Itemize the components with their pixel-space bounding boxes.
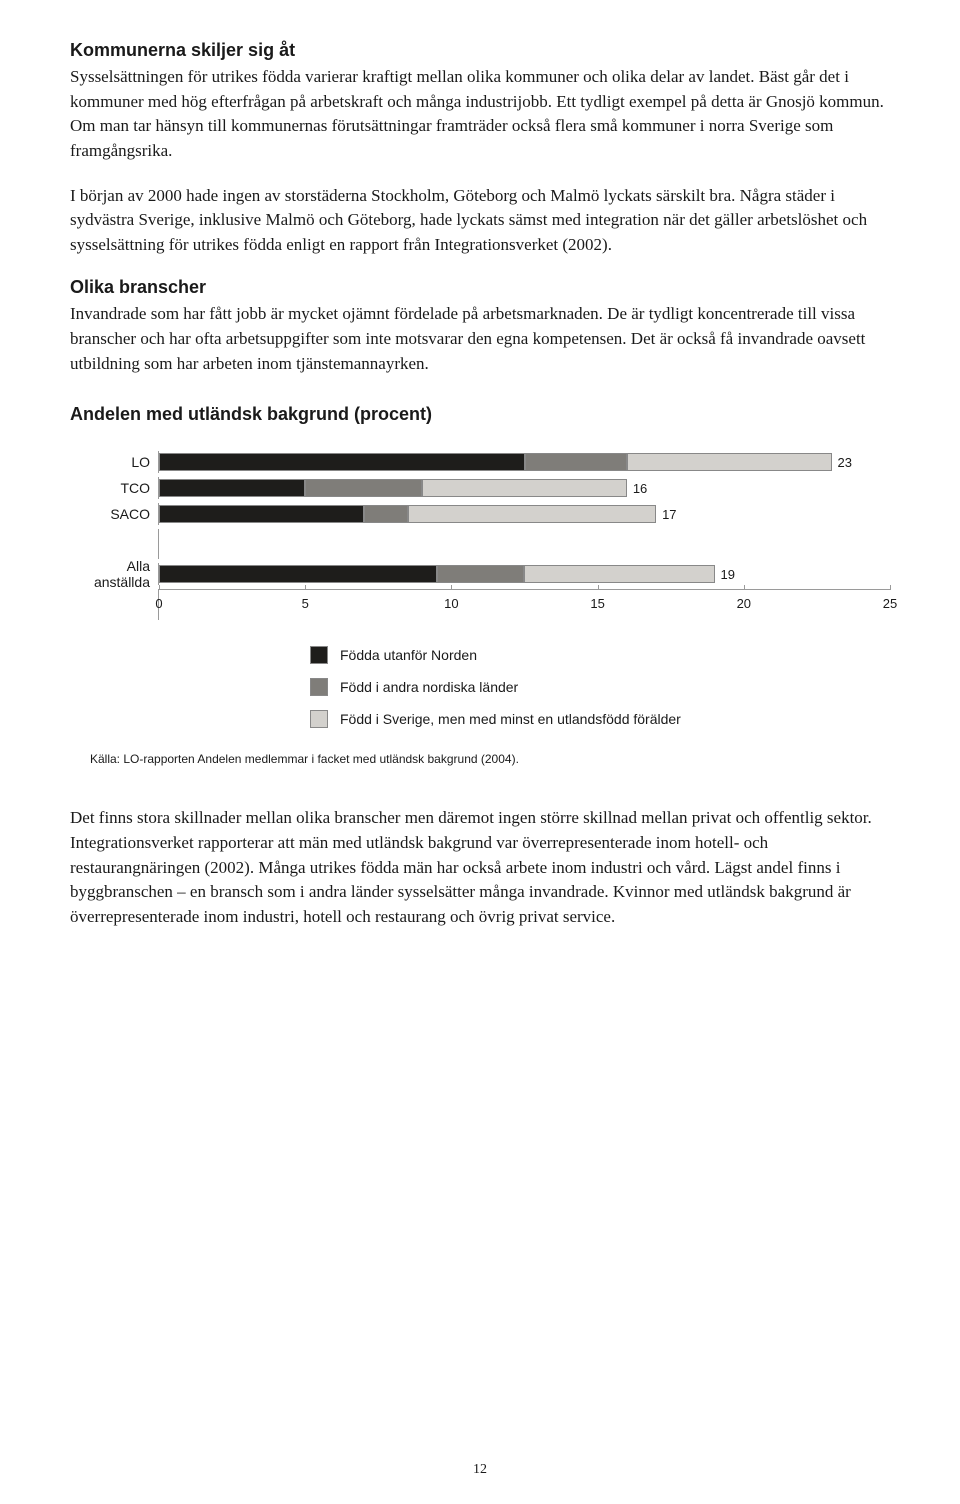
bar-row: SACO 17 [70,503,890,525]
bar-value: 19 [721,567,735,582]
bar-segment [159,453,525,471]
bar-segment [422,479,627,497]
bar-track: 16 [158,477,890,499]
tick-label: 20 [737,596,751,611]
bar-value: 17 [662,507,676,522]
legend-item: Född i andra nordiska länder [310,678,890,696]
bar-row: Alla anställda19 [70,563,890,585]
chart-legend: Födda utanför Norden Född i andra nordisk… [310,646,890,728]
bar-value: 23 [838,455,852,470]
legend-swatch [310,710,328,728]
bar-segment [159,505,364,523]
bar-gap [70,529,890,559]
bar-segment [525,453,627,471]
chart-title: Andelen med utländsk bakgrund (procent) [70,404,890,425]
bar-segment [364,505,408,523]
bar-segment [159,565,437,583]
bar-segment [524,565,714,583]
section2-p1: Invandrade som har fått jobb är mycket o… [70,302,890,376]
bar-row: LO 23 [70,451,890,473]
tick-label: 0 [155,596,162,611]
section2-heading: Olika branscher [70,277,890,298]
bar-segment [408,505,657,523]
bar-label: Alla anställda [70,558,158,590]
bar-track: 23 [158,451,890,473]
legend-swatch [310,646,328,664]
section1-heading: Kommunerna skiljer sig åt [70,40,890,61]
bar-value: 16 [633,481,647,496]
bar-segment [437,565,525,583]
legend-swatch [310,678,328,696]
bar-track: 17 [158,503,890,525]
section1-p1: Sysselsättningen för utrikes födda varie… [70,65,890,164]
bar-track: 19 [158,563,890,585]
legend-item: Födda utanför Norden [310,646,890,664]
legend-label: Född i andra nordiska länder [340,679,518,695]
page-number: 12 [0,1462,960,1478]
bar-label: SACO [70,506,158,522]
bar-chart: LO23TCO16SACO17Alla anställda19051015202… [70,451,890,620]
bar-segment [159,479,305,497]
legend-item: Född i Sverige, men med minst en utlands… [310,710,890,728]
bar-label: LO [70,454,158,470]
x-axis: 0510152025 [70,589,890,620]
section3-p1: Det finns stora skillnader mellan olika … [70,806,890,929]
bar-label: TCO [70,480,158,496]
legend-label: Födda utanför Norden [340,647,477,663]
tick-label: 25 [883,596,897,611]
tick-label: 5 [302,596,309,611]
chart-source: Källa: LO-rapporten Andelen medlemmar i … [90,752,890,766]
bar-segment [627,453,832,471]
tick-label: 15 [590,596,604,611]
bar-segment [305,479,422,497]
tick-label: 10 [444,596,458,611]
section1-p2: I början av 2000 hade ingen av storstäde… [70,184,890,258]
legend-label: Född i Sverige, men med minst en utlands… [340,711,681,727]
bar-row: TCO 16 [70,477,890,499]
